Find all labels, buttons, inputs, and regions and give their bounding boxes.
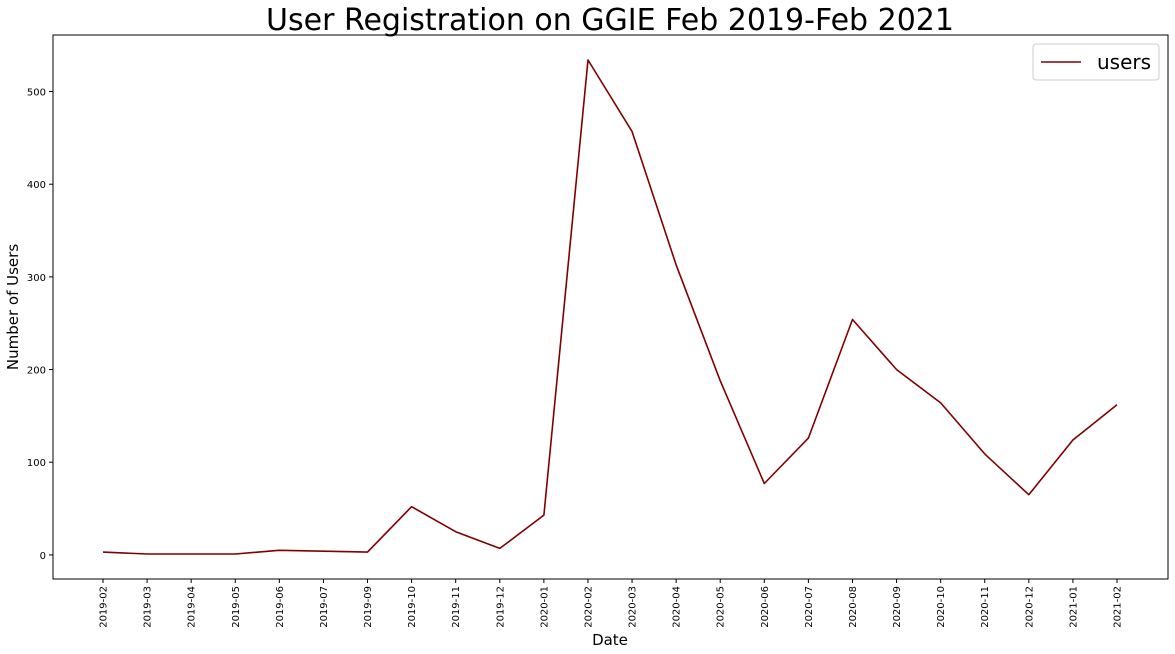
legend-box xyxy=(1032,43,1160,81)
y-tick-label: 100 xyxy=(27,458,46,469)
x-tick-label: 2019-03 xyxy=(143,586,154,628)
y-tick-label: 200 xyxy=(27,366,46,377)
chart-title: User Registration on GGIE Feb 2019-Feb 2… xyxy=(266,3,954,38)
legend: users xyxy=(1032,43,1160,81)
x-tick-label: 2019-06 xyxy=(275,586,286,628)
y-axis-ticks: 0 100 200 300 400 500 xyxy=(27,88,53,562)
x-tick-label: 2020-06 xyxy=(760,586,771,628)
x-tick-label: 2021-02 xyxy=(1113,586,1124,628)
x-tick-label: 2020-04 xyxy=(672,586,683,628)
y-tick-label: 400 xyxy=(27,180,46,191)
plot-frame xyxy=(52,34,1169,580)
y-axis-label: Number of Users xyxy=(4,244,22,370)
x-tick-label: 2020-02 xyxy=(583,586,594,628)
x-tick-label: 2021-01 xyxy=(1068,586,1079,628)
x-tick-label: 2020-12 xyxy=(1024,586,1035,628)
x-tick-label: 2020-11 xyxy=(980,586,991,628)
x-axis-label: Date xyxy=(592,631,628,649)
x-tick-label: 2019-02 xyxy=(99,586,110,628)
x-tick-label: 2020-07 xyxy=(804,586,815,628)
x-tick-label: 2019-11 xyxy=(451,586,462,628)
x-tick-label: 2019-04 xyxy=(187,586,198,628)
x-tick-label: 2020-10 xyxy=(936,586,947,628)
y-tick-label: 300 xyxy=(27,273,46,284)
x-tick-label: 2019-10 xyxy=(407,586,418,628)
x-tick-label: 2019-09 xyxy=(363,586,374,628)
x-tick-label: 2019-07 xyxy=(319,586,330,628)
x-tick-label: 2020-01 xyxy=(539,586,550,628)
x-tick-label: 2020-09 xyxy=(892,586,903,628)
legend-label-users: users xyxy=(1097,50,1151,74)
x-tick-label: 2020-08 xyxy=(848,586,859,628)
x-tick-label: 2019-12 xyxy=(495,586,506,628)
x-tick-label: 2020-03 xyxy=(628,586,639,628)
y-tick-label: 0 xyxy=(40,551,46,562)
y-tick-label: 500 xyxy=(27,88,46,99)
x-tick-label: 2020-05 xyxy=(716,586,727,628)
series-line-users xyxy=(102,59,1118,555)
x-tick-label: 2019-05 xyxy=(231,586,242,628)
x-axis-ticks: 2019-02 2019-03 2019-04 2019-05 2019-06 2019-… xyxy=(99,579,1124,628)
series-layer xyxy=(102,59,1118,555)
